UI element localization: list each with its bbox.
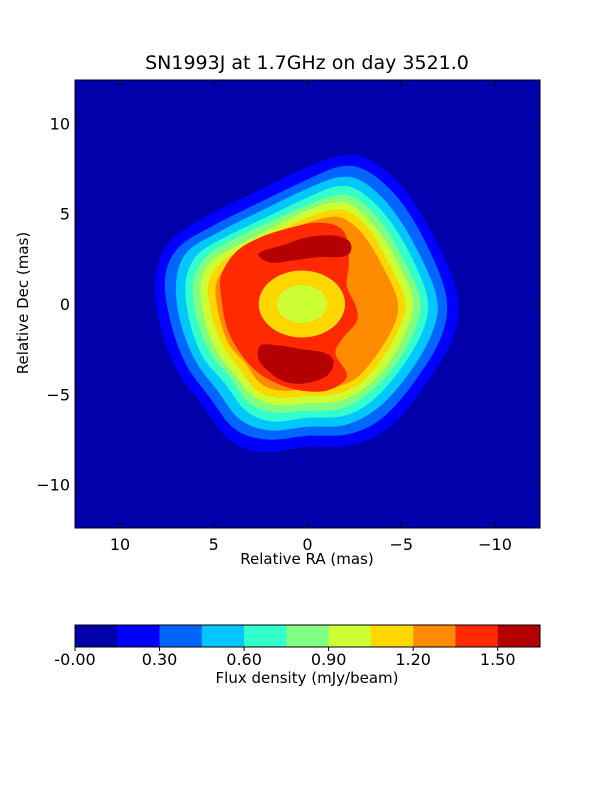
colorbar-tick-label: 1.50	[480, 650, 516, 669]
colorbar: -0.00 0.30 0.60 0.90 1.20 1.50 Flux density (…	[54, 624, 541, 687]
x-tick-label: 5	[209, 535, 219, 554]
colorbar-cell	[117, 625, 161, 647]
contour-level-9	[258, 235, 352, 263]
y-tick-label: 5	[60, 205, 70, 224]
x-tick-label: −10	[478, 535, 512, 554]
colorbar-tick-label: 0.90	[311, 650, 347, 669]
colorbar-cell	[413, 625, 456, 647]
x-tick-label: 10	[110, 535, 130, 554]
x-tick-label: −5	[389, 535, 413, 554]
colorbar-cells	[75, 625, 541, 647]
colorbar-frame	[74, 624, 541, 648]
x-axis-label: Relative RA (mas)	[240, 550, 373, 568]
plot-area	[74, 79, 541, 529]
colorbar-cell	[286, 625, 330, 647]
chart-title: SN1993J at 1.7GHz on day 3521.0	[145, 52, 469, 74]
colorbar-label: Flux density (mJy/beam)	[216, 669, 399, 687]
colorbar-tick-label: 0.30	[142, 650, 178, 669]
colorbar-cell	[75, 625, 118, 647]
x-tick-labels: 10 5 0 −5 −10	[110, 535, 512, 554]
colorbar-tick-label: -0.00	[54, 650, 95, 669]
y-tick-label: 0	[60, 295, 70, 314]
colorbar-cell	[455, 625, 499, 647]
y-tick-label: −5	[46, 385, 70, 404]
colorbar-cell	[370, 625, 414, 647]
colorbar-tick-label: 0.60	[226, 650, 262, 669]
colorbar-tick-label: 1.20	[395, 650, 431, 669]
contour-level-12	[258, 270, 345, 338]
contour-level-8	[219, 222, 358, 392]
y-tick-label: 10	[50, 114, 70, 133]
y-axis-label: Relative Dec (mas)	[14, 232, 32, 374]
x-tick-label: 0	[302, 535, 312, 554]
colorbar-tick-labels: -0.00 0.30 0.60 0.90 1.20 1.50	[54, 647, 516, 669]
contour-level-10	[257, 344, 334, 384]
colorbar-cell	[159, 625, 203, 647]
plot-frame	[74, 79, 541, 529]
colorbar-cell	[244, 625, 287, 647]
contour-level-11	[276, 285, 328, 323]
colorbar-cell	[497, 625, 541, 647]
axis-ticks	[75, 80, 540, 528]
colorbar-cell	[328, 625, 372, 647]
y-tick-labels: 10 5 0 −5 −10	[36, 114, 70, 494]
colorbar-cell	[201, 625, 245, 647]
y-tick-label: −10	[36, 476, 70, 495]
contour-layers	[155, 154, 459, 453]
